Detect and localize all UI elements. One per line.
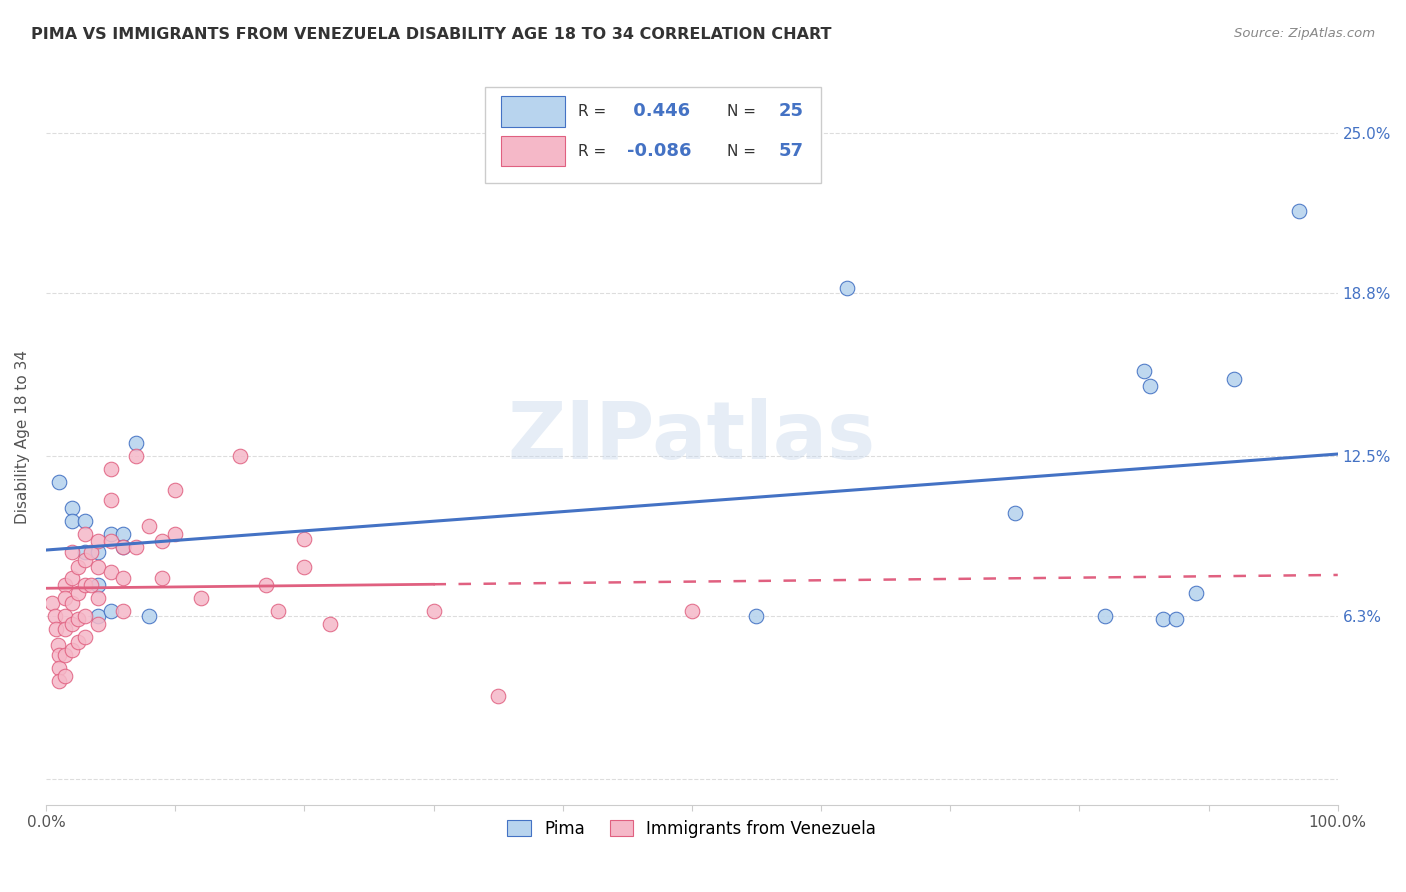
- Point: [267, 604, 290, 618]
- Point: [53, 578, 76, 592]
- FancyBboxPatch shape: [501, 95, 565, 127]
- Point: [292, 560, 315, 574]
- Point: [292, 532, 315, 546]
- Text: ZIPatlas: ZIPatlas: [508, 398, 876, 475]
- Point: [67, 612, 90, 626]
- Point: [60, 643, 83, 657]
- Point: [86, 534, 108, 549]
- Point: [53, 609, 76, 624]
- Point: [86, 609, 108, 624]
- Point: [100, 534, 122, 549]
- Point: [60, 545, 83, 559]
- Point: [48, 661, 70, 675]
- Text: -0.086: -0.086: [627, 142, 692, 160]
- Point: [86, 560, 108, 574]
- Point: [229, 449, 252, 463]
- Point: [73, 545, 96, 559]
- Text: 25: 25: [779, 103, 803, 120]
- Point: [319, 617, 342, 632]
- Text: N =: N =: [727, 103, 761, 119]
- Point: [60, 597, 83, 611]
- Point: [73, 630, 96, 644]
- Point: [53, 622, 76, 636]
- Point: [1166, 612, 1188, 626]
- Point: [86, 591, 108, 606]
- Point: [41, 597, 63, 611]
- Point: [80, 578, 103, 592]
- Point: [150, 534, 173, 549]
- Text: R =: R =: [578, 144, 612, 159]
- Point: [53, 591, 76, 606]
- Point: [48, 475, 70, 489]
- Point: [86, 545, 108, 559]
- Point: [73, 578, 96, 592]
- Y-axis label: Disability Age 18 to 34: Disability Age 18 to 34: [15, 350, 30, 524]
- Point: [73, 552, 96, 566]
- Point: [190, 591, 212, 606]
- Point: [73, 514, 96, 528]
- FancyBboxPatch shape: [485, 87, 821, 183]
- Point: [53, 648, 76, 662]
- Point: [112, 540, 135, 554]
- Point: [681, 604, 703, 618]
- Point: [86, 578, 108, 592]
- Text: 57: 57: [779, 142, 803, 160]
- Point: [44, 609, 66, 624]
- Point: [165, 526, 187, 541]
- Point: [835, 281, 858, 295]
- Point: [80, 545, 103, 559]
- Point: [60, 514, 83, 528]
- Point: [125, 436, 148, 450]
- Point: [67, 560, 90, 574]
- Point: [150, 571, 173, 585]
- Point: [46, 638, 69, 652]
- Point: [1094, 609, 1116, 624]
- Point: [125, 449, 148, 463]
- Point: [745, 609, 768, 624]
- Text: Source: ZipAtlas.com: Source: ZipAtlas.com: [1234, 27, 1375, 40]
- Point: [53, 669, 76, 683]
- Point: [125, 540, 148, 554]
- Point: [67, 635, 90, 649]
- Point: [138, 609, 160, 624]
- Point: [86, 617, 108, 632]
- Text: 0.446: 0.446: [627, 103, 690, 120]
- Point: [100, 604, 122, 618]
- FancyBboxPatch shape: [501, 136, 565, 167]
- Point: [48, 673, 70, 688]
- Point: [60, 617, 83, 632]
- Text: PIMA VS IMMIGRANTS FROM VENEZUELA DISABILITY AGE 18 TO 34 CORRELATION CHART: PIMA VS IMMIGRANTS FROM VENEZUELA DISABI…: [31, 27, 831, 42]
- Point: [486, 690, 509, 704]
- Point: [1133, 364, 1156, 378]
- Point: [112, 571, 135, 585]
- Point: [60, 571, 83, 585]
- Point: [1004, 506, 1026, 520]
- Point: [1152, 612, 1174, 626]
- Point: [165, 483, 187, 497]
- Legend: Pima, Immigrants from Venezuela: Pima, Immigrants from Venezuela: [501, 814, 883, 845]
- Point: [254, 578, 277, 592]
- Point: [1184, 586, 1206, 600]
- Point: [67, 586, 90, 600]
- Point: [112, 526, 135, 541]
- Point: [73, 609, 96, 624]
- Text: N =: N =: [727, 144, 761, 159]
- Point: [48, 648, 70, 662]
- Point: [422, 604, 444, 618]
- Text: R =: R =: [578, 103, 612, 119]
- Point: [100, 566, 122, 580]
- Point: [73, 526, 96, 541]
- Point: [138, 519, 160, 533]
- Point: [60, 500, 83, 515]
- Point: [100, 526, 122, 541]
- Point: [1223, 371, 1246, 385]
- Point: [45, 622, 67, 636]
- Point: [1139, 379, 1161, 393]
- Point: [112, 604, 135, 618]
- Point: [112, 540, 135, 554]
- Point: [100, 493, 122, 508]
- Point: [1288, 203, 1310, 218]
- Point: [100, 462, 122, 476]
